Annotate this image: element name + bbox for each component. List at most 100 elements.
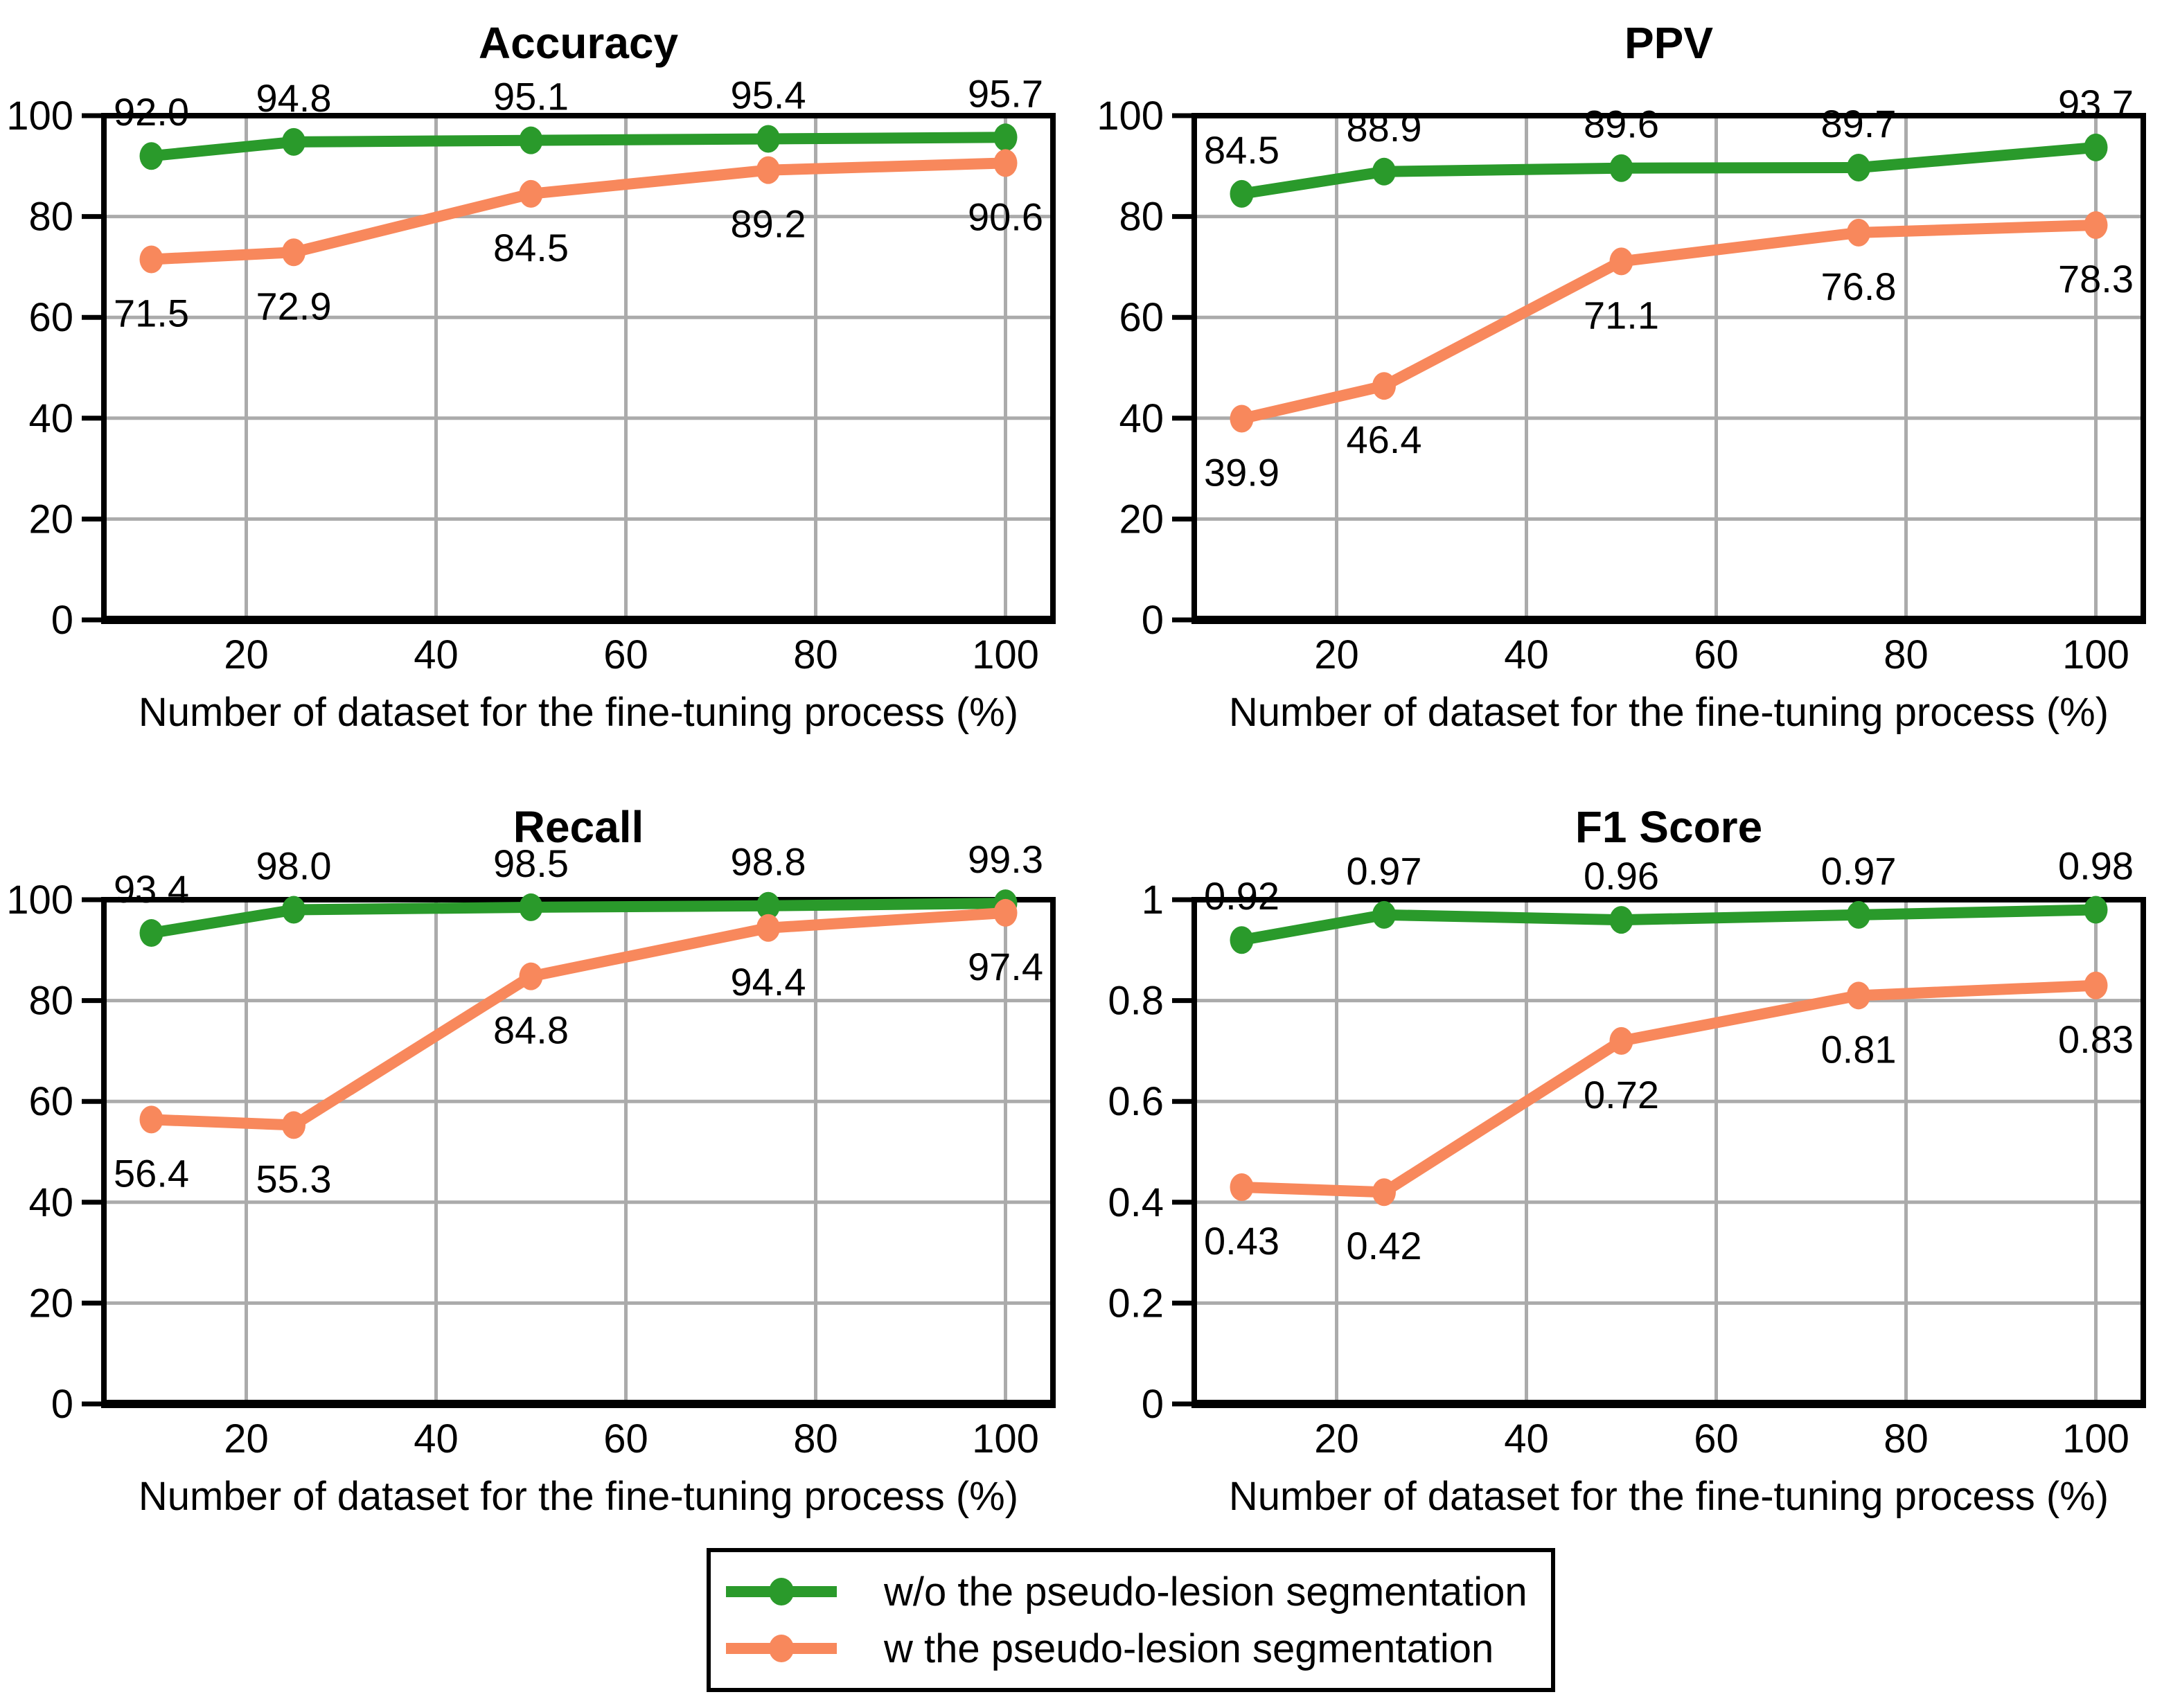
x-axis-tick-label: 100 (972, 632, 1039, 677)
series-line (145, 907, 1011, 1131)
x-axis-label: Number of dataset for the fine-tuning pr… (1229, 1474, 2109, 1519)
data-point-marker (282, 238, 305, 267)
data-point-label: 94.8 (256, 76, 332, 120)
data-point-marker (1609, 247, 1633, 276)
x-axis-tick-label: 40 (414, 1416, 459, 1461)
series-line (1236, 904, 2102, 946)
data-point-label: 0.97 (1821, 849, 1897, 893)
y-axis-tick-label: 20 (28, 1281, 73, 1326)
data-point-marker (519, 962, 543, 990)
data-point-label: 88.9 (1347, 106, 1422, 150)
y-axis-tick-label: 0 (51, 598, 73, 643)
x-axis-label: Number of dataset for the fine-tuning pr… (139, 1474, 1018, 1519)
series-line (145, 132, 1011, 162)
legend-item: w/o the pseudo-lesion segmentation (726, 1567, 1551, 1617)
data-point-label: 56.4 (114, 1151, 189, 1195)
data-point-marker (282, 896, 305, 924)
data-point-marker (282, 1111, 305, 1139)
data-point-marker (519, 893, 543, 921)
data-point-marker (1372, 372, 1396, 400)
data-point-marker (1847, 218, 1870, 247)
data-point-marker (139, 142, 163, 170)
data-point-marker (282, 127, 305, 156)
y-axis-tick-label: 20 (1119, 497, 1164, 542)
legend-item-label: w/o the pseudo-lesion segmentation (884, 1569, 1527, 1614)
data-point-marker (993, 123, 1018, 152)
chart-accuracy: 0 20 40 60 80 100 20 40 60 80 100 92.0 94.8 95.1 95.4 9… (6, 18, 1056, 735)
data-point-marker (1230, 179, 1254, 208)
x-axis-tick-label: 60 (603, 632, 648, 677)
y-axis-tick-label: 80 (28, 195, 73, 240)
data-point-marker (756, 914, 780, 942)
data-point-marker (1609, 906, 1633, 934)
x-axis-tick-label: 60 (603, 1416, 648, 1461)
x-axis-label: Number of dataset for the fine-tuning pr… (139, 690, 1018, 735)
data-point-label: 0.83 (2058, 1017, 2134, 1061)
legend-line-marker-icon (726, 1635, 837, 1662)
x-axis-tick-label: 80 (793, 1416, 838, 1461)
x-axis-tick-label: 80 (793, 632, 838, 677)
data-point-marker (2084, 133, 2108, 161)
data-point-label: 0.96 (1584, 854, 1659, 898)
data-point-marker (1372, 900, 1396, 929)
chart-title: Accuracy (479, 18, 679, 68)
data-point-label: 0.43 (1204, 1219, 1279, 1263)
y-axis-tick-label: 40 (1119, 396, 1164, 441)
chart-recall: 0 20 40 60 80 100 20 40 60 80 100 93.4 98.0 98.5 98.8 9… (6, 802, 1056, 1519)
x-axis-tick-label: 60 (1694, 632, 1739, 677)
data-point-label: 39.9 (1204, 451, 1279, 495)
data-point-label: 98.5 (493, 842, 569, 885)
legend-item: w the pseudo-lesion segmentation (726, 1624, 1551, 1673)
data-point-marker (139, 1105, 163, 1134)
y-axis-tick-label: 0 (1142, 598, 1164, 643)
data-point-marker (2084, 211, 2108, 239)
data-point-label: 95.4 (731, 73, 806, 116)
legend: w/o the pseudo-lesion segmentation w the… (707, 1548, 1555, 1692)
data-point-label: 55.3 (256, 1157, 332, 1200)
data-point-label: 98.0 (256, 844, 332, 888)
data-point-label: 89.7 (1821, 102, 1897, 145)
data-point-label: 46.4 (1347, 418, 1422, 461)
y-axis-tick-label: 60 (28, 295, 73, 340)
chart-title: F1 Score (1575, 802, 1762, 852)
x-axis-tick-label: 20 (224, 1416, 269, 1461)
data-point-label: 0.98 (2058, 844, 2134, 888)
x-axis-tick-label: 20 (224, 632, 269, 677)
data-point-label: 90.6 (968, 195, 1043, 238)
data-point-marker (1847, 153, 1870, 181)
x-axis-tick-label: 80 (1884, 1416, 1929, 1461)
data-point-marker (1230, 404, 1254, 433)
y-axis-tick-label: 0 (1142, 1382, 1164, 1427)
data-point-marker (1372, 1178, 1396, 1207)
data-point-marker (993, 898, 1018, 927)
data-point-label: 0.81 (1821, 1027, 1897, 1071)
data-point-label: 92.0 (114, 90, 189, 134)
series-line (1236, 219, 2102, 425)
data-point-marker (519, 126, 543, 154)
x-axis-tick-label: 40 (1504, 1416, 1549, 1461)
data-point-label: 97.4 (968, 945, 1043, 988)
chart-title: PPV (1624, 18, 1713, 68)
x-axis-tick-label: 20 (1314, 632, 1359, 677)
data-point-marker (139, 245, 163, 274)
x-axis-tick-label: 40 (414, 632, 459, 677)
x-axis-tick-label: 40 (1504, 632, 1549, 677)
data-point-label: 78.3 (2058, 257, 2134, 301)
data-point-label: 71.5 (114, 291, 189, 335)
data-point-label: 98.8 (731, 840, 806, 884)
y-axis-tick-label: 0.8 (1108, 979, 1164, 1024)
data-point-label: 84.5 (493, 226, 569, 269)
chart-ppv: 0 20 40 60 80 100 20 40 60 80 100 84.5 88.9 89.6 89.7 9… (1097, 18, 2146, 735)
y-axis-tick-label: 40 (28, 396, 73, 441)
x-axis-tick-label: 60 (1694, 1416, 1739, 1461)
legend-item-label: w the pseudo-lesion segmentation (884, 1626, 1494, 1671)
data-point-marker (756, 156, 780, 184)
legend-line-marker-icon (726, 1578, 837, 1605)
x-axis-tick-label: 100 (972, 1416, 1039, 1461)
x-axis-label: Number of dataset for the fine-tuning pr… (1229, 690, 2109, 735)
data-point-label: 0.42 (1347, 1224, 1422, 1267)
y-axis-tick-label: 0.6 (1108, 1079, 1164, 1124)
data-point-marker (1372, 157, 1396, 186)
data-point-label: 84.5 (1204, 128, 1279, 172)
